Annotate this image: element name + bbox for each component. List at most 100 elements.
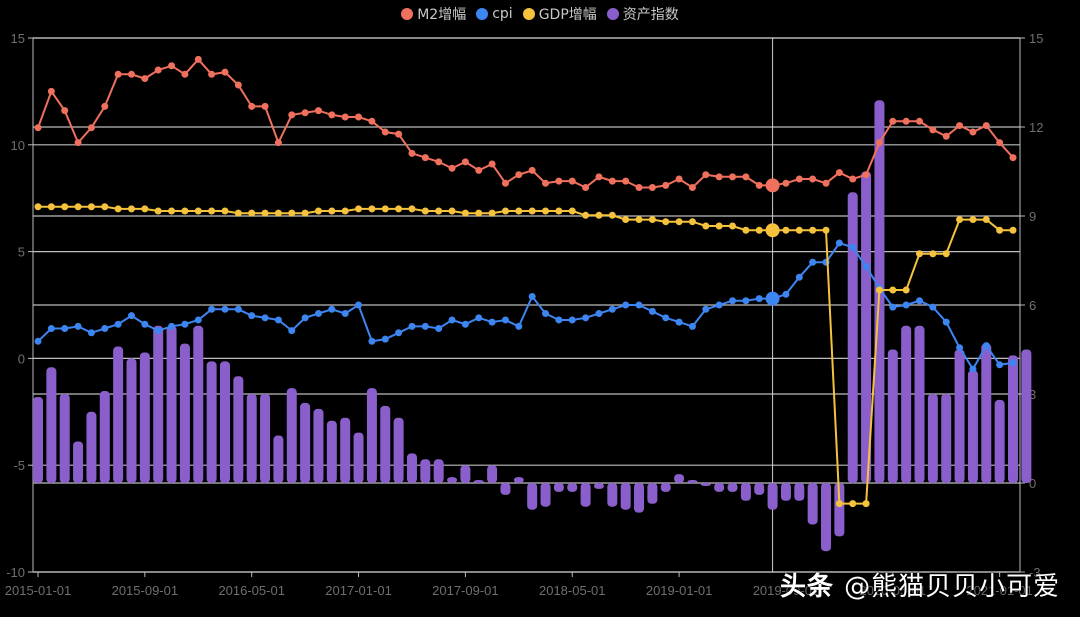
data-point[interactable] xyxy=(501,207,509,215)
data-point[interactable] xyxy=(488,160,496,168)
data-point[interactable] xyxy=(765,291,780,306)
data-point[interactable] xyxy=(742,297,750,305)
data-point[interactable] xyxy=(261,102,269,110)
data-point[interactable] xyxy=(862,500,870,508)
asset-index-bar[interactable] xyxy=(714,483,725,492)
data-point[interactable] xyxy=(194,316,202,324)
data-point[interactable] xyxy=(809,258,817,266)
data-point[interactable] xyxy=(996,226,1004,234)
asset-index-bar[interactable] xyxy=(513,477,524,483)
data-point[interactable] xyxy=(996,139,1004,147)
data-point[interactable] xyxy=(875,139,883,147)
data-point[interactable] xyxy=(87,203,95,211)
data-point[interactable] xyxy=(301,109,309,117)
data-point[interactable] xyxy=(889,286,897,294)
asset-index-bar[interactable] xyxy=(73,441,84,483)
data-point[interactable] xyxy=(421,154,429,162)
data-point[interactable] xyxy=(702,305,710,313)
asset-index-bar[interactable] xyxy=(807,483,818,525)
data-point[interactable] xyxy=(368,337,376,345)
data-point[interactable] xyxy=(234,209,242,217)
data-point[interactable] xyxy=(248,312,256,320)
data-point[interactable] xyxy=(635,216,643,224)
data-point[interactable] xyxy=(395,130,403,138)
data-point[interactable] xyxy=(448,316,456,324)
data-point[interactable] xyxy=(34,203,42,211)
data-point[interactable] xyxy=(956,344,964,352)
data-point[interactable] xyxy=(355,205,363,213)
data-point[interactable] xyxy=(141,205,149,213)
asset-index-bar[interactable] xyxy=(473,480,484,483)
asset-index-bar[interactable] xyxy=(193,325,204,483)
data-point[interactable] xyxy=(421,322,429,330)
data-point[interactable] xyxy=(622,301,630,309)
data-point[interactable] xyxy=(181,70,189,78)
data-point[interactable] xyxy=(448,164,456,172)
data-point[interactable] xyxy=(795,175,803,183)
data-point[interactable] xyxy=(715,173,723,181)
data-point[interactable] xyxy=(582,314,590,322)
data-point[interactable] xyxy=(582,184,590,192)
data-point[interactable] xyxy=(822,226,830,234)
data-point[interactable] xyxy=(208,305,216,313)
asset-index-bar[interactable] xyxy=(86,411,97,483)
data-point[interactable] xyxy=(622,177,630,185)
data-point[interactable] xyxy=(528,292,536,300)
data-point[interactable] xyxy=(288,327,296,335)
asset-index-bar[interactable] xyxy=(727,483,738,492)
data-point[interactable] xyxy=(274,316,282,324)
data-point[interactable] xyxy=(568,316,576,324)
data-point[interactable] xyxy=(87,124,95,132)
data-point[interactable] xyxy=(942,250,950,258)
data-point[interactable] xyxy=(902,117,910,125)
data-point[interactable] xyxy=(435,207,443,215)
asset-index-bar[interactable] xyxy=(326,420,337,483)
data-point[interactable] xyxy=(381,335,389,343)
data-point[interactable] xyxy=(408,322,416,330)
data-point[interactable] xyxy=(101,324,109,332)
data-point[interactable] xyxy=(982,122,990,130)
data-point[interactable] xyxy=(168,207,176,215)
data-point[interactable] xyxy=(982,342,990,350)
asset-index-bar[interactable] xyxy=(593,483,604,489)
data-point[interactable] xyxy=(1009,154,1017,162)
data-point[interactable] xyxy=(101,203,109,211)
data-point[interactable] xyxy=(528,207,536,215)
data-point[interactable] xyxy=(568,207,576,215)
asset-index-bar[interactable] xyxy=(460,465,471,483)
data-point[interactable] xyxy=(608,177,616,185)
data-point[interactable] xyxy=(902,301,910,309)
data-point[interactable] xyxy=(648,307,656,315)
data-point[interactable] xyxy=(368,117,376,125)
asset-index-bar[interactable] xyxy=(233,376,244,483)
data-point[interactable] xyxy=(261,314,269,322)
data-point[interactable] xyxy=(875,286,883,294)
asset-index-bar[interactable] xyxy=(821,483,832,552)
asset-index-bar[interactable] xyxy=(126,358,137,483)
data-point[interactable] xyxy=(969,365,977,373)
data-point[interactable] xyxy=(47,324,55,332)
data-point[interactable] xyxy=(248,209,256,217)
asset-index-bar[interactable] xyxy=(540,483,551,507)
data-point[interactable] xyxy=(154,207,162,215)
data-point[interactable] xyxy=(862,263,870,271)
asset-index-bar[interactable] xyxy=(967,370,978,483)
data-point[interactable] xyxy=(929,126,937,134)
data-point[interactable] xyxy=(942,132,950,140)
data-point[interactable] xyxy=(595,173,603,181)
data-point[interactable] xyxy=(675,318,683,326)
asset-index-bar[interactable] xyxy=(219,361,230,483)
asset-index-bar[interactable] xyxy=(340,417,351,483)
data-point[interactable] xyxy=(61,324,69,332)
asset-index-bar[interactable] xyxy=(406,453,417,483)
data-point[interactable] xyxy=(328,305,336,313)
data-point[interactable] xyxy=(328,207,336,215)
asset-index-bar[interactable] xyxy=(179,343,190,483)
data-point[interactable] xyxy=(755,181,763,189)
data-point[interactable] xyxy=(221,305,229,313)
asset-index-bar[interactable] xyxy=(861,171,872,484)
asset-index-bar[interactable] xyxy=(754,483,765,495)
data-point[interactable] xyxy=(916,297,924,305)
data-point[interactable] xyxy=(902,286,910,294)
data-point[interactable] xyxy=(74,203,82,211)
